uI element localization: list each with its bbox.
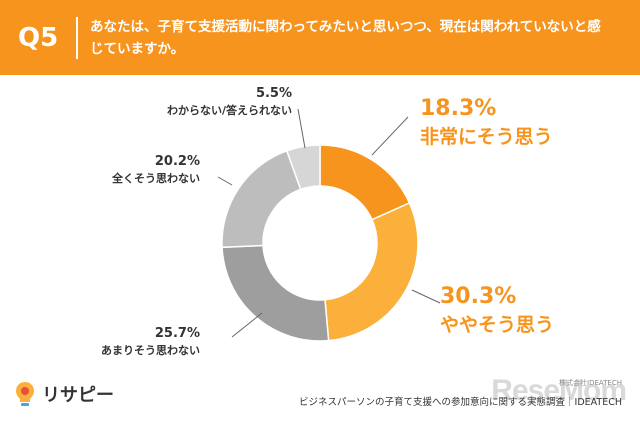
- leader-line: [297, 108, 306, 149]
- question-number: Q5: [18, 23, 59, 53]
- donut-slice: [285, 144, 321, 191]
- question-text: あなたは、子育て支援活動に関わってみたいと思いつつ、現在は関われていないと感じて…: [90, 19, 601, 57]
- slice-category-label: 非常にそう思う: [420, 125, 553, 148]
- slice-value-label: 25.7%: [155, 326, 200, 341]
- slice-category-label: あまりそう思わない: [101, 344, 200, 357]
- logo-text: リサピー: [42, 385, 114, 406]
- leader-line: [411, 289, 441, 304]
- leader-line: [371, 116, 409, 156]
- slice-value-label: 20.2%: [155, 154, 200, 169]
- header-divider: [76, 17, 78, 59]
- slice-category-label: ややそう思う: [440, 314, 554, 336]
- lightbulb-logo-icon: [16, 382, 34, 406]
- question-header: Q5 あなたは、子育て支援活動に関わってみたいと思いつつ、現在は関われていないと…: [0, 0, 640, 75]
- copyright-text: 株式会社IDEATECH: [559, 379, 622, 387]
- risapi-logo: リサピー: [14, 379, 114, 409]
- slice-category-label: わからない/答えられない: [167, 103, 292, 117]
- donut-slice: [324, 201, 419, 342]
- slice-value-label: 5.5%: [256, 86, 292, 101]
- watermark: ReseMom: [491, 374, 627, 407]
- source-note: ビジネスパーソンの子育て支援への参加意向に関する実態調査｜IDEATECH: [299, 397, 622, 408]
- donut-slice: [221, 149, 302, 249]
- donut-chart: 18.3% 非常にそう思う 30.3% ややそう思う 25.7% あまりそう思わない 20.…: [101, 86, 554, 357]
- donut-slice: [221, 244, 330, 342]
- leader-line: [217, 176, 233, 186]
- slice-category-label: 全くそう思わない: [111, 171, 200, 185]
- slice-value-label: 18.3%: [420, 96, 496, 121]
- leader-line: [231, 312, 263, 338]
- slice-value-label: 30.3%: [440, 284, 516, 309]
